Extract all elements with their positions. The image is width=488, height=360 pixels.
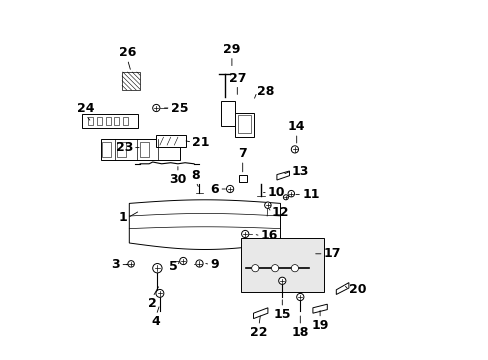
Text: 9: 9 [210,258,219,271]
Text: 12: 12 [271,206,288,219]
Text: 28: 28 [257,85,274,98]
Circle shape [296,293,303,301]
Text: 27: 27 [228,72,245,85]
Bar [102,142,111,157]
Text: 23: 23 [115,141,133,154]
Text: 22: 22 [250,326,267,339]
Bar [122,117,127,125]
Bar [122,72,140,90]
Circle shape [283,195,288,200]
Circle shape [152,104,160,112]
Polygon shape [253,308,267,319]
Text: 26: 26 [119,46,136,59]
Circle shape [271,265,278,272]
Bar [221,101,235,126]
Polygon shape [336,283,348,294]
Text: 6: 6 [210,183,219,195]
Circle shape [278,277,285,284]
Circle shape [241,230,248,238]
Circle shape [251,265,258,272]
Text: 5: 5 [169,260,178,273]
Bar [81,114,137,128]
Text: 13: 13 [291,165,308,177]
Bar [235,113,253,137]
Text: 18: 18 [291,326,308,339]
Text: 25: 25 [170,102,188,114]
Text: 24: 24 [77,102,95,115]
Circle shape [287,190,294,197]
Bar [238,115,250,133]
Bar [238,175,246,182]
Circle shape [291,265,298,272]
Bar [156,135,185,147]
Circle shape [127,261,134,267]
Text: 2: 2 [148,297,157,310]
Text: 21: 21 [192,136,209,149]
Bar [105,117,110,125]
Text: 10: 10 [267,186,285,199]
Circle shape [179,257,186,265]
Circle shape [264,202,270,208]
Text: 4: 4 [152,315,161,328]
Polygon shape [276,171,289,180]
Text: 17: 17 [323,247,341,260]
Text: 14: 14 [287,120,305,133]
Text: 20: 20 [348,283,366,296]
Text: 3: 3 [111,258,120,271]
Circle shape [156,289,163,297]
Bar [88,117,93,125]
Polygon shape [312,304,326,313]
Bar [117,142,125,157]
Text: 1: 1 [119,211,127,224]
Bar [114,117,119,125]
Bar [97,117,102,125]
Text: 16: 16 [260,229,278,242]
Circle shape [196,260,203,267]
Bar [241,238,323,292]
Circle shape [291,146,298,153]
Circle shape [152,264,162,273]
Circle shape [226,185,233,193]
Bar [101,139,179,160]
Text: 11: 11 [302,188,319,201]
Bar [140,142,149,157]
Text: 29: 29 [223,43,240,56]
Text: 15: 15 [273,308,290,321]
Text: 8: 8 [191,169,200,182]
Text: 30: 30 [169,173,186,186]
Polygon shape [129,200,280,249]
Text: 19: 19 [311,319,328,332]
Text: 7: 7 [238,147,246,160]
